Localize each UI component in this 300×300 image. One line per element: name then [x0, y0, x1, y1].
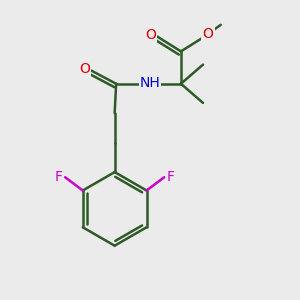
Text: O: O — [146, 28, 156, 42]
Text: F: F — [167, 170, 175, 184]
Text: F: F — [55, 170, 63, 184]
Text: O: O — [79, 62, 90, 76]
Text: NH: NH — [140, 76, 160, 90]
Text: O: O — [202, 27, 213, 41]
